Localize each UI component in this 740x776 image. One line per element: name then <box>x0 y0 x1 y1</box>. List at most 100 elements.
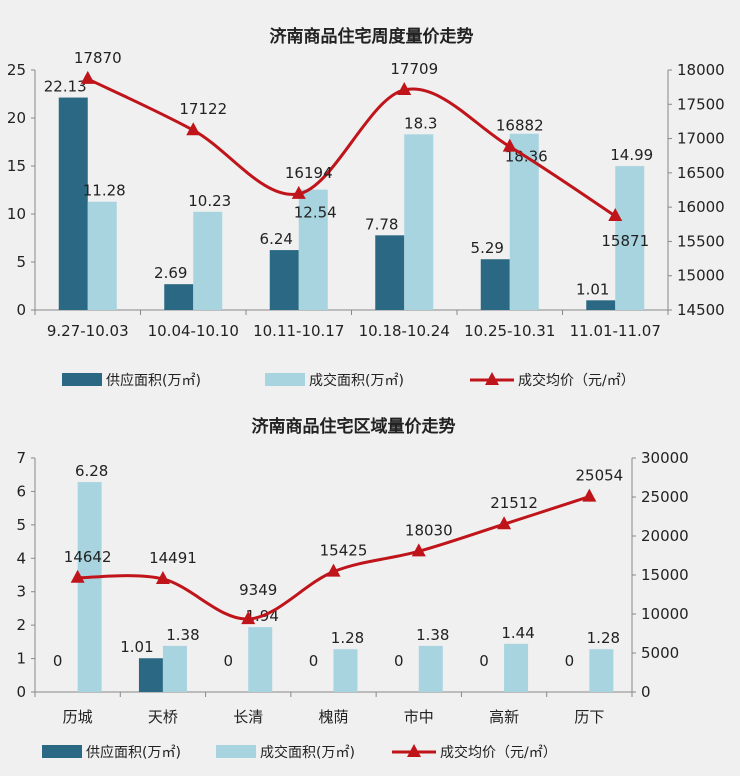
category-label: 高新 <box>489 708 519 726</box>
right-tick-label: 0 <box>641 683 651 701</box>
deal-bar <box>504 643 529 692</box>
left-tick-label: 2 <box>16 616 26 634</box>
legend: 供应面积(万㎡) 成交面积(万㎡) 成交均价（元/㎡） <box>62 372 635 389</box>
right-tick-label: 25000 <box>641 488 689 506</box>
category-label: 10.25-10.31 <box>464 322 555 340</box>
deal-bar <box>248 627 273 692</box>
legend-label: 供应面积(万㎡) <box>106 372 201 389</box>
line-marker <box>497 516 512 530</box>
line-marker <box>411 543 426 557</box>
deal-bar <box>87 201 117 310</box>
supply-value-label: 22.13 <box>44 78 87 96</box>
left-tick-label: 15 <box>7 157 26 175</box>
legend-label: 成交均价（元/㎡） <box>518 372 635 389</box>
right-tick-label: 17500 <box>677 95 725 113</box>
line-marker <box>485 372 499 385</box>
supply-bar <box>586 300 616 310</box>
price-value-label: 9349 <box>239 581 277 599</box>
legend-label: 成交面积(万㎡) <box>309 372 404 389</box>
price-value-label: 14491 <box>149 549 197 567</box>
deal-bar <box>162 645 187 692</box>
left-tick-label: 5 <box>16 253 26 271</box>
supply-value-label: 0 <box>53 652 63 670</box>
line-marker <box>241 611 256 625</box>
price-value-label: 15425 <box>320 542 368 560</box>
deal-bar <box>333 649 358 692</box>
right-tick-label: 17000 <box>677 130 725 148</box>
deal-bar <box>77 482 102 692</box>
category-label: 历下 <box>574 708 604 726</box>
deal-value-label: 14.99 <box>610 146 653 164</box>
left-tick-label: 0 <box>16 301 26 319</box>
price-value-label: 25054 <box>575 467 623 485</box>
deal-value-label: 1.44 <box>501 624 534 642</box>
left-tick-label: 4 <box>16 549 26 567</box>
deal-value-label: 18.3 <box>404 114 437 132</box>
deal-bar <box>589 649 614 692</box>
right-tick-label: 16000 <box>677 198 725 216</box>
legend-label: 成交均价（元/㎡） <box>440 744 557 761</box>
left-tick-label: 6 <box>16 482 26 500</box>
supply-value-label: 6.24 <box>260 230 293 248</box>
category-label: 槐荫 <box>318 708 348 726</box>
deal-value-label: 10.23 <box>188 192 231 210</box>
deal-value-label: 11.28 <box>83 182 126 200</box>
legend-swatch <box>265 373 305 386</box>
left-tick-label: 7 <box>16 449 26 467</box>
chart-title: 济南商品住宅区域量价走势 <box>252 416 456 437</box>
left-tick-label: 1 <box>16 650 26 668</box>
legend: 供应面积(万㎡) 成交面积(万㎡) 成交均价（元/㎡） <box>42 744 557 761</box>
right-tick-label: 20000 <box>641 527 689 545</box>
category-label: 市中 <box>404 708 434 726</box>
supply-value-label: 0 <box>565 652 575 670</box>
line-marker <box>186 122 201 136</box>
chart-1: 济南商品住宅周度量价走势 0 5 10 15 20 25 14500 15000 15500 160… <box>7 26 725 389</box>
right-tick-label: 14500 <box>677 301 725 319</box>
line-marker <box>326 563 341 577</box>
supply-value-label: 7.78 <box>365 215 398 233</box>
right-tick-label: 18000 <box>677 61 725 79</box>
deal-bar <box>298 189 328 310</box>
deal-bar <box>615 166 645 310</box>
deal-bar <box>193 211 223 310</box>
legend-swatch <box>216 745 256 758</box>
legend-swatch <box>42 745 82 758</box>
left-tick-label: 25 <box>7 61 26 79</box>
line-marker <box>155 570 170 584</box>
right-tick-label: 10000 <box>641 605 689 623</box>
right-tick-label: 15000 <box>641 566 689 584</box>
price-value-label: 14642 <box>64 548 112 566</box>
deal-value-label: 1.28 <box>587 629 620 647</box>
price-value-label: 15871 <box>601 232 649 250</box>
right-tick-label: 5000 <box>641 644 679 662</box>
right-tick-label: 15000 <box>677 267 725 285</box>
line-marker <box>407 744 421 757</box>
left-tick-label: 20 <box>7 109 26 127</box>
supply-value-label: 0 <box>479 652 489 670</box>
supply-bar <box>269 250 299 310</box>
price-value-label: 16882 <box>496 117 544 135</box>
left-tick-label: 3 <box>16 583 26 601</box>
category-label: 9.27-10.03 <box>47 322 129 340</box>
line-marker <box>502 138 517 152</box>
supply-value-label: 0 <box>223 652 233 670</box>
deal-value-label: 1.38 <box>166 626 199 644</box>
supply-bar <box>58 97 88 310</box>
line-marker <box>80 70 95 84</box>
category-label: 10.04-10.10 <box>148 322 239 340</box>
supply-value-label: 0 <box>394 652 404 670</box>
chart-2: 济南商品住宅区域量价走势 0 1 2 3 4 5 6 7 0 5000 10000 15000 20000… <box>16 416 688 761</box>
category-label: 天桥 <box>148 708 178 726</box>
category-label: 10.11-10.17 <box>253 322 344 340</box>
category-label: 长清 <box>233 708 263 726</box>
line-marker <box>397 81 412 95</box>
price-value-label: 17870 <box>74 49 122 67</box>
category-label: 10.18-10.24 <box>359 322 450 340</box>
line-marker <box>608 207 623 221</box>
supply-bar <box>138 658 163 692</box>
right-tick-label: 16500 <box>677 164 725 182</box>
legend-label: 供应面积(万㎡) <box>86 744 181 761</box>
deal-bar <box>418 645 443 692</box>
supply-bar <box>164 284 194 310</box>
